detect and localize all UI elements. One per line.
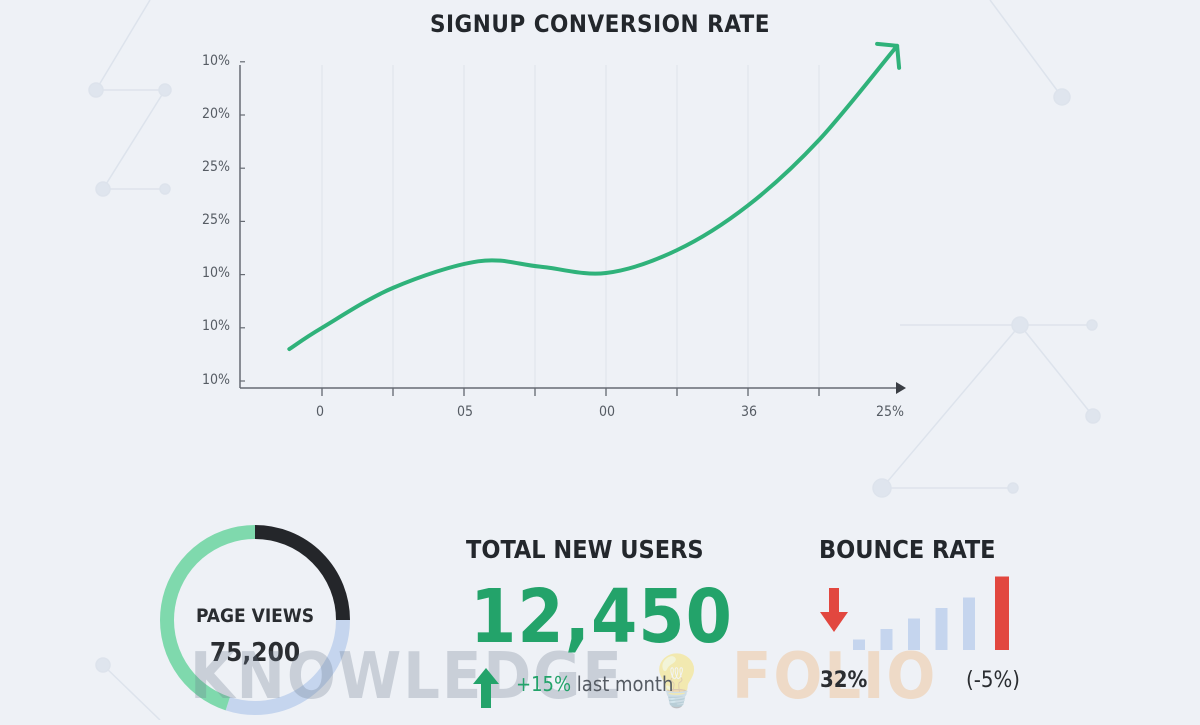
- series-line: [289, 46, 897, 349]
- bounce-bar: [995, 577, 1009, 651]
- y-tick-label: 20%: [190, 106, 230, 122]
- bounce-rate-value: 32%: [820, 668, 867, 693]
- y-tick-label: 10%: [190, 265, 230, 281]
- x-tick-label: 0: [290, 404, 350, 420]
- bounce-rate-change: (-5%): [966, 668, 1020, 693]
- bounce-bars: [840, 570, 1030, 655]
- new-users-change: +15% last month: [516, 672, 673, 696]
- bounce-bar: [936, 608, 948, 650]
- x-tick-label: 00: [577, 404, 637, 420]
- change-value: +15%: [516, 672, 571, 696]
- y-tick-label: 10%: [190, 53, 230, 69]
- up-arrow-icon: [472, 668, 500, 708]
- y-tick-label: 25%: [190, 159, 230, 175]
- y-tick-label: 10%: [190, 372, 230, 388]
- x-tick-label: 25%: [860, 404, 920, 420]
- bounce-bar: [853, 640, 865, 651]
- line-chart: [0, 0, 1200, 440]
- bounce-rate-label: BOUNCE RATE: [819, 535, 996, 564]
- page-views-label: PAGE VIEWS: [185, 605, 325, 627]
- x-axis-arrow: [896, 382, 906, 394]
- bounce-bar: [881, 629, 893, 650]
- change-suffix: last month: [577, 672, 674, 696]
- bounce-bar: [963, 598, 975, 651]
- x-tick-label: 05: [435, 404, 495, 420]
- y-tick-label: 25%: [190, 212, 230, 228]
- bounce-bar: [908, 619, 920, 651]
- x-tick-label: 36: [719, 404, 779, 420]
- y-tick-label: 10%: [190, 318, 230, 334]
- new-users-value: 12,450: [470, 574, 733, 660]
- new-users-label: TOTAL NEW USERS: [466, 535, 704, 564]
